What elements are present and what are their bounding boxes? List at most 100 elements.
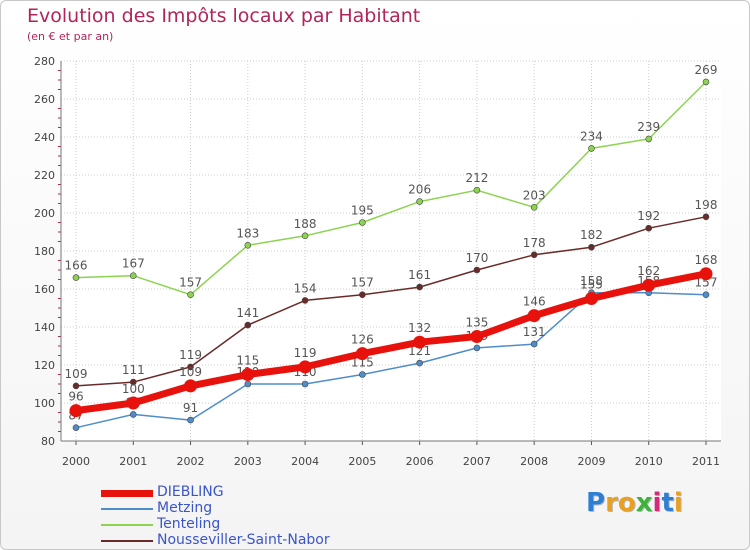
data-point-metzing <box>416 359 423 367</box>
data-label-nousseviller-saint-nabor: 109 <box>65 367 88 381</box>
data-label-metzing: 157 <box>695 276 718 290</box>
y-tick-label: 140 <box>34 321 55 334</box>
proxiti-logo: Proxiti <box>586 488 683 518</box>
data-label-nousseviller-saint-nabor: 154 <box>294 281 317 295</box>
data-point-diebling <box>642 278 656 292</box>
data-point-nousseviller-saint-nabor <box>645 224 653 232</box>
x-tick-label: 2010 <box>635 455 663 468</box>
data-point-tenteling <box>530 204 538 211</box>
data-point-nousseviller-saint-nabor <box>244 321 252 329</box>
logo-letter: o <box>617 488 636 518</box>
logo-letter: i <box>652 488 662 518</box>
data-label-diebling: 168 <box>695 253 718 267</box>
logo-letter: r <box>605 488 618 518</box>
data-point-metzing <box>301 380 309 388</box>
data-point-nousseviller-saint-nabor <box>416 283 423 291</box>
data-point-diebling <box>69 404 83 418</box>
data-point-diebling <box>413 335 427 349</box>
legend-label: Nousseviller-Saint-Nabor <box>157 532 330 548</box>
legend-swatch <box>101 524 153 526</box>
data-label-nousseviller-saint-nabor: 192 <box>637 209 660 223</box>
data-point-diebling <box>699 267 713 281</box>
data-point-tenteling <box>359 219 366 226</box>
data-point-nousseviller-saint-nabor <box>530 251 538 259</box>
data-label-metzing: 121 <box>408 344 431 358</box>
y-tick-label: 240 <box>34 131 55 144</box>
data-label-metzing: 158 <box>580 274 603 288</box>
y-tick-label: 200 <box>34 207 55 220</box>
data-point-tenteling <box>473 186 481 194</box>
legend-label: Metzing <box>157 500 213 516</box>
y-tick-label: 100 <box>34 397 55 410</box>
y-tick-label: 160 <box>34 283 55 296</box>
data-label-nousseviller-saint-nabor: 141 <box>236 306 259 320</box>
data-point-tenteling <box>129 272 137 280</box>
data-label-nousseviller-saint-nabor: 178 <box>523 236 546 250</box>
data-point-tenteling <box>244 242 252 249</box>
data-point-diebling <box>184 379 198 393</box>
data-point-metzing <box>473 344 481 352</box>
data-label-tenteling: 269 <box>695 63 718 77</box>
data-label-tenteling: 188 <box>294 217 317 231</box>
y-tick-label: 180 <box>34 245 55 258</box>
data-point-metzing <box>359 371 366 378</box>
x-tick-label: 2011 <box>692 455 720 468</box>
legend-label: Tenteling <box>157 516 221 532</box>
x-tick-label: 2000 <box>62 455 90 468</box>
data-label-tenteling: 234 <box>580 129 603 143</box>
y-tick-label: 80 <box>41 435 55 448</box>
data-label-tenteling: 183 <box>236 226 259 240</box>
series-line-nousseviller-saint-nabor <box>75 216 707 387</box>
legend-swatch <box>101 508 153 510</box>
data-point-metzing <box>702 291 710 299</box>
legend-item: Metzing <box>101 500 401 517</box>
data-label-diebling: 119 <box>294 346 317 360</box>
series-line-diebling <box>72 270 710 415</box>
data-label-nousseviller-saint-nabor: 161 <box>408 268 431 282</box>
data-point-metzing <box>244 380 252 388</box>
data-label-metzing: 91 <box>183 401 198 415</box>
data-label-nousseviller-saint-nabor: 182 <box>580 228 603 242</box>
data-point-diebling <box>355 347 369 361</box>
y-tick-label: 260 <box>34 93 55 106</box>
data-label-nousseviller-saint-nabor: 119 <box>179 348 202 362</box>
x-tick-label: 2009 <box>577 455 605 468</box>
data-point-diebling <box>527 309 541 323</box>
data-label-tenteling: 239 <box>637 120 660 134</box>
data-label-metzing: 115 <box>351 356 374 370</box>
chart-subtitle: (en € et par an) <box>27 30 114 43</box>
legend-item: Tenteling <box>101 516 401 533</box>
data-label-metzing: 131 <box>523 325 546 339</box>
data-point-tenteling <box>588 145 595 152</box>
data-point-nousseviller-saint-nabor <box>72 382 80 390</box>
logo-letter: i <box>673 488 683 518</box>
x-tick-label: 2004 <box>291 455 319 468</box>
data-point-nousseviller-saint-nabor <box>129 378 137 386</box>
data-point-tenteling <box>645 135 653 143</box>
chart-legend: DIEBLING Metzing Tenteling Nousseviller-Sai… <box>101 484 401 549</box>
data-label-diebling: 109 <box>179 365 202 379</box>
x-tick-label: 2001 <box>119 455 147 468</box>
data-point-tenteling <box>187 291 194 299</box>
data-point-nousseviller-saint-nabor <box>702 213 710 221</box>
data-point-tenteling <box>702 78 710 86</box>
data-label-nousseviller-saint-nabor: 170 <box>465 251 488 265</box>
data-point-diebling <box>470 330 484 343</box>
data-label-tenteling: 203 <box>523 188 546 202</box>
data-label-nousseviller-saint-nabor: 198 <box>695 198 718 212</box>
legend-item: Nousseviller-Saint-Nabor <box>101 532 401 549</box>
x-tick-label: 2006 <box>406 455 434 468</box>
data-label-tenteling: 166 <box>65 259 88 273</box>
data-label-tenteling: 157 <box>179 276 202 290</box>
logo-letter: x <box>635 488 653 518</box>
data-label-tenteling: 206 <box>408 183 431 197</box>
data-point-tenteling <box>416 198 423 205</box>
legend-label: DIEBLING <box>157 484 224 500</box>
data-label-diebling: 146 <box>523 295 546 309</box>
data-label-diebling: 132 <box>408 321 431 335</box>
data-label-diebling: 155 <box>580 278 603 292</box>
x-tick-label: 2003 <box>234 455 262 468</box>
legend-swatch <box>101 540 153 542</box>
